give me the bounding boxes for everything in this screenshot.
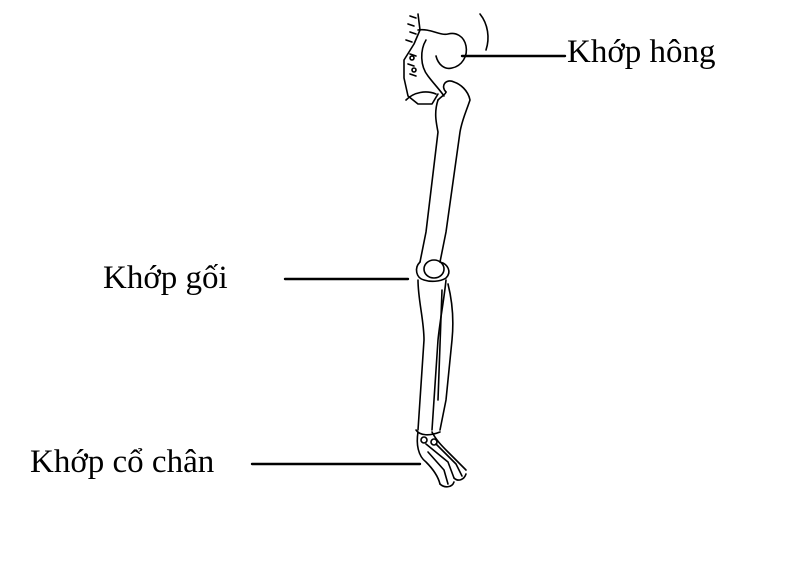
hip-joint-label: Khớp hông xyxy=(567,34,716,70)
patella-bone xyxy=(423,259,445,279)
ankle-joint-label: Khớp cổ chân xyxy=(30,444,215,480)
pelvis-bone xyxy=(403,13,489,105)
femur-bone xyxy=(415,80,471,283)
knee-joint-label: Khớp gối xyxy=(103,260,228,296)
foot-bones xyxy=(416,431,467,488)
tibia-fibula-bones xyxy=(415,279,454,436)
